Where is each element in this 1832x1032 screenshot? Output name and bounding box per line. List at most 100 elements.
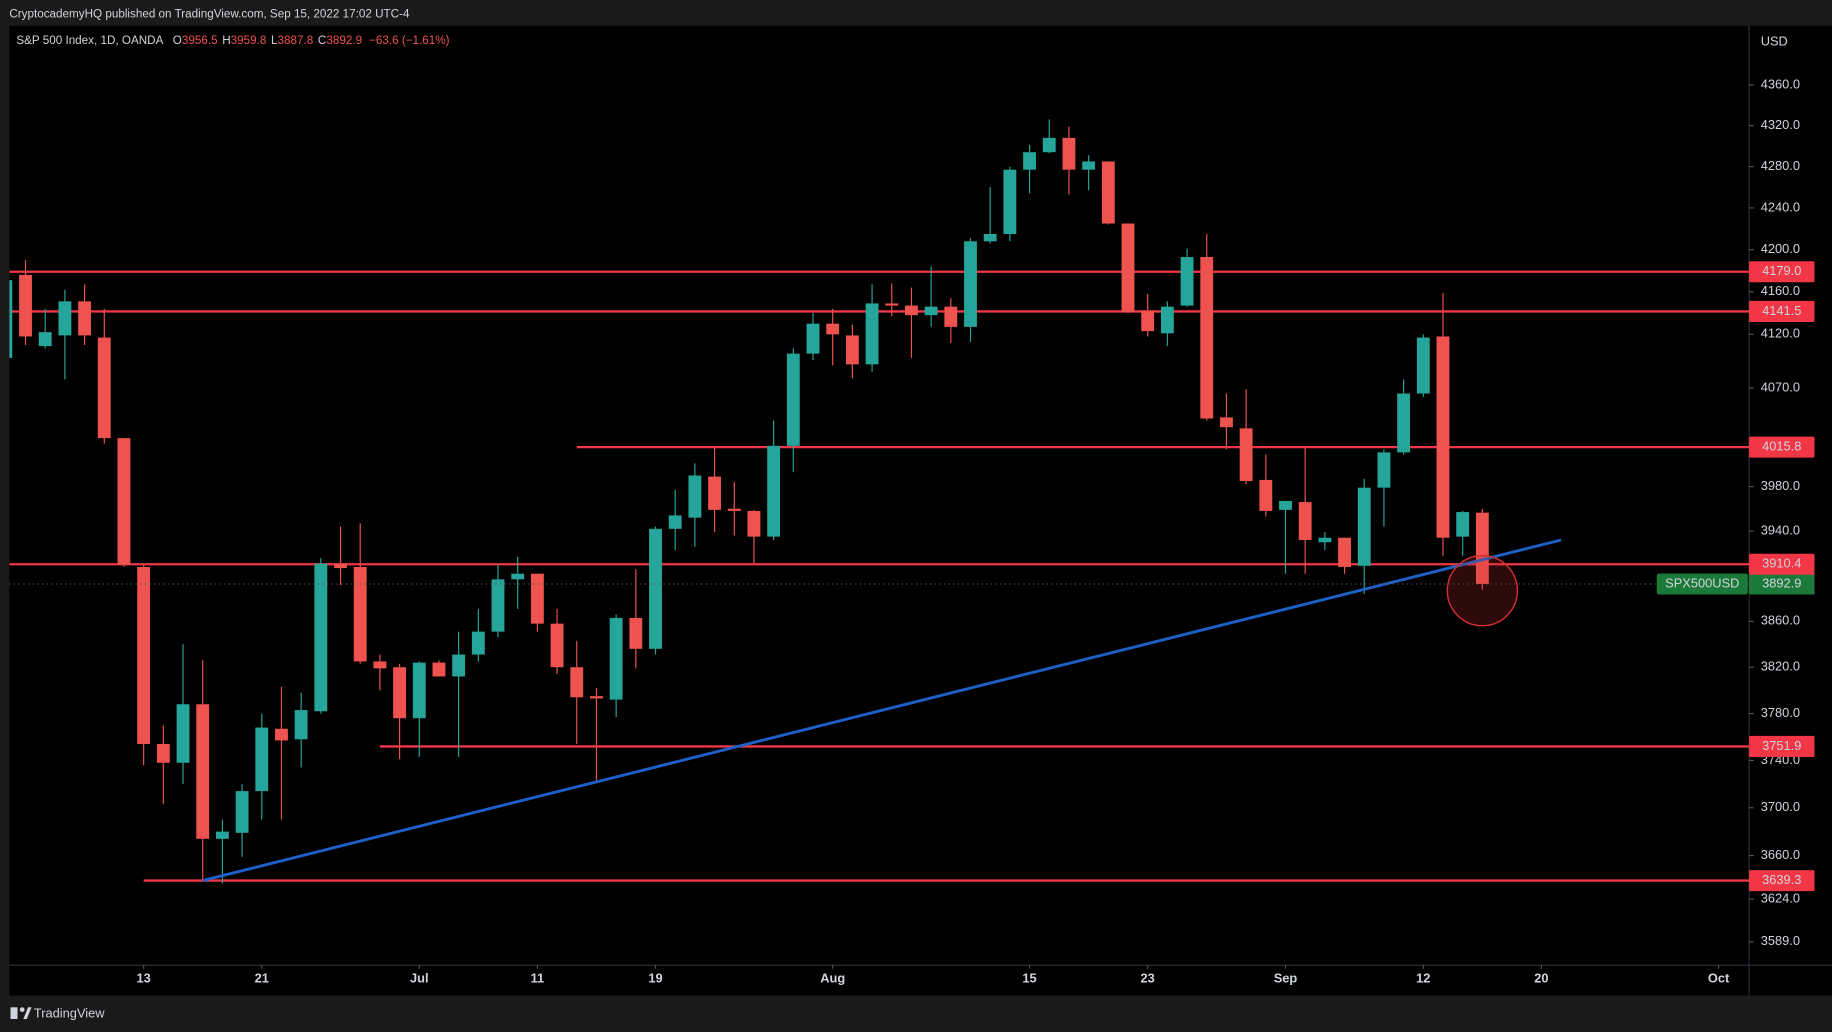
level-label: 3639.3: [1762, 872, 1801, 887]
candle-body: [1160, 306, 1174, 334]
last-price-label: 3892.9: [1762, 575, 1801, 590]
candle-body: [964, 241, 977, 327]
candle-body: [590, 696, 603, 699]
candle-body: [38, 332, 52, 347]
candle-body: [865, 303, 879, 365]
candle-body: [826, 323, 840, 335]
currency: USD: [1761, 34, 1788, 49]
candle-body: [491, 579, 505, 632]
candle-body: [471, 631, 485, 655]
candle-body: [570, 667, 584, 698]
candle-body: [609, 617, 623, 700]
candle-body: [314, 563, 328, 712]
candle-body: [668, 515, 682, 529]
candle-body: [1180, 257, 1194, 306]
candle-body: [452, 654, 466, 677]
candle-body: [1003, 169, 1017, 234]
publisher: CryptocademyHQ published on TradingView.…: [9, 7, 410, 20]
symbol-title: S&P 500 Index, 1D, OANDA: [16, 34, 163, 47]
candle-body: [1279, 500, 1292, 510]
candle-body: [97, 337, 111, 439]
candle-body: [767, 445, 781, 537]
level-label: 3751.9: [1762, 738, 1801, 753]
candle-body: [1298, 502, 1312, 540]
candle-body: [58, 301, 72, 336]
candle-body: [353, 566, 367, 662]
y-tick-label: 3700.0: [1761, 799, 1800, 814]
candle-body: [373, 661, 387, 669]
trend-line: [202, 538, 1562, 883]
x-tick-label: Sep: [1274, 971, 1298, 986]
candle-body: [1121, 223, 1135, 312]
level-tag: [1749, 436, 1815, 458]
candle-body: [845, 335, 859, 365]
y-tick-label: 4070.0: [1761, 379, 1800, 394]
ohlc-value: 3892.9: [326, 34, 362, 47]
x-tick-label: 15: [1022, 971, 1036, 986]
ohlc-value: 3956.5: [182, 34, 218, 47]
candle-body: [1357, 487, 1371, 566]
candle-body: [1377, 452, 1391, 488]
candle-body: [1416, 337, 1430, 394]
candle-body: [688, 475, 702, 518]
plot-background: [9, 25, 1832, 996]
level-tag: [1749, 870, 1815, 892]
logo-mark: [19, 1007, 25, 1012]
symbol-tag-text: SPX500USD: [1665, 575, 1739, 590]
candle-body: [511, 573, 525, 580]
candle-body: [1220, 417, 1233, 428]
change: −63.6 (−1.61%): [369, 34, 450, 47]
candle-body: [1101, 161, 1115, 224]
level-label: 4015.8: [1762, 439, 1801, 454]
x-tick-label: 20: [1534, 971, 1548, 986]
candle-body: [1239, 428, 1253, 482]
ohlc-value: 3887.8: [278, 34, 314, 47]
candle-body: [747, 510, 761, 537]
logo-mark: [10, 1007, 18, 1019]
y-tick-label: 3820.0: [1761, 659, 1800, 674]
candle-body: [629, 617, 643, 649]
footer-brand: TradingView: [34, 1006, 105, 1021]
candle-body: [1338, 537, 1351, 567]
candle-body: [156, 743, 170, 763]
candle-body: [78, 301, 92, 336]
symbol-tag: [1656, 573, 1748, 595]
last-price-tag: [1749, 573, 1815, 595]
candle-body: [727, 508, 741, 511]
plot-area: [9, 119, 1750, 884]
candle-body: [550, 623, 564, 668]
x-tick-label: 23: [1141, 971, 1155, 986]
candle-body: [255, 727, 269, 792]
y-tick-label: 4320.0: [1761, 117, 1800, 132]
level-label: 4141.5: [1762, 303, 1801, 318]
candle-body: [649, 528, 662, 649]
level-tag: [1749, 553, 1815, 575]
x-tick-label: 21: [255, 971, 269, 986]
y-tick-label: 3624.0: [1761, 891, 1800, 906]
candle-body: [432, 662, 446, 677]
level-label: 3910.4: [1762, 556, 1801, 571]
candle-body: [412, 662, 426, 719]
y-tick-label: 4200.0: [1761, 241, 1800, 256]
level-tag: [1749, 261, 1815, 283]
candle-body: [1436, 336, 1450, 538]
y-tick-label: 4360.0: [1761, 76, 1800, 91]
candle-body: [215, 831, 229, 839]
candle-body: [708, 476, 721, 510]
ohlc-label: O: [173, 34, 182, 47]
candle-body: [1475, 512, 1489, 584]
candle-body: [1082, 161, 1096, 170]
level-tag: [1749, 735, 1815, 757]
ohlc-label: H: [222, 34, 230, 47]
candle-body: [19, 274, 32, 337]
candle-body: [905, 305, 918, 316]
candle-body: [885, 303, 899, 306]
y-tick-label: 3660.0: [1761, 847, 1800, 862]
ohlc-label: L: [271, 34, 278, 47]
ohlc-label: C: [318, 34, 326, 47]
y-tick-label: 3980.0: [1761, 478, 1800, 493]
candle-body: [1259, 479, 1273, 511]
logo: [10, 1007, 32, 1019]
candle-body: [924, 306, 938, 316]
